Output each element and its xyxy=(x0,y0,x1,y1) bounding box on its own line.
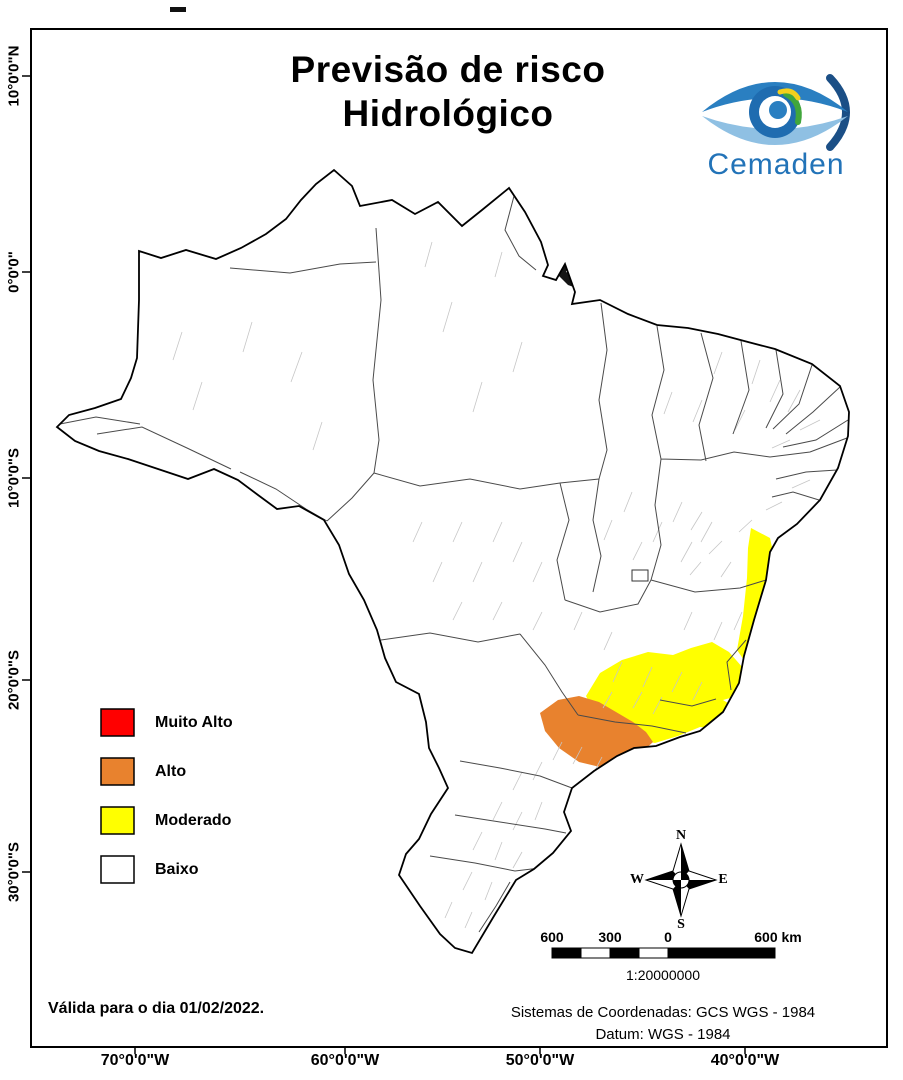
state-boundaries xyxy=(59,195,849,933)
top-edge-tick xyxy=(170,7,186,12)
municipal-boundaries xyxy=(172,241,821,939)
legend-label-moderado: Moderado xyxy=(155,811,232,829)
axis-label-lon-70w: 70°0'0"W xyxy=(100,1052,170,1069)
legend-swatch-muito-alto xyxy=(100,708,135,737)
scale-bar xyxy=(551,947,776,959)
compass-east-label: E xyxy=(718,872,728,887)
scale-label-0: 0 xyxy=(664,929,672,945)
coordinate-system-line2: Datum: WGS - 1984 xyxy=(595,1025,731,1043)
scale-label-600-km: 600 km xyxy=(754,929,802,945)
axis-label-lon-40w: 40°0'0"W xyxy=(710,1052,780,1069)
coordinate-system-note: Sistemas de Coordenadas: GCS WGS - 1984 … xyxy=(440,1002,886,1046)
compass-south-label: S xyxy=(677,917,685,932)
coordinate-system-line1: Sistemas de Coordenadas: GCS WGS - 1984 xyxy=(510,1004,816,1021)
legend-item-moderado: Moderado xyxy=(100,796,233,845)
distrito-federal-outline xyxy=(631,569,649,582)
legend-item-baixo: Baixo xyxy=(100,845,233,894)
cemaden-logo-icon xyxy=(702,74,850,151)
brazil-country-fill xyxy=(57,170,849,953)
axis-label-lon-50w: 50°0'0"W xyxy=(505,1052,575,1069)
brazil-outline xyxy=(55,168,850,955)
legend-swatch-alto xyxy=(100,757,135,786)
risk-region-moderado-coastal xyxy=(737,528,776,666)
axis-ticks xyxy=(22,75,746,1054)
scale-ratio: 1:20000000 xyxy=(626,967,700,983)
axis-label-lat-30s: 30°0'0"S xyxy=(5,841,23,903)
axis-label-lat-0: 0°0'0" xyxy=(5,251,23,293)
risk-region-alto xyxy=(540,696,653,767)
axis-label-lat-10s: 10°0'0"S xyxy=(5,447,23,509)
page-title: Previsão de risco Hidrológico xyxy=(168,48,728,135)
cemaden-logo-text: Cemaden xyxy=(707,148,845,181)
legend-label-alto: Alto xyxy=(155,762,187,780)
legend-swatch-baixo xyxy=(100,855,135,884)
scale-label-600-left: 600 xyxy=(540,929,564,945)
legend-swatch-moderado xyxy=(100,806,135,835)
validity-note: Válida para o dia 01/02/2022. xyxy=(48,1000,265,1017)
compass-west-label: W xyxy=(630,872,644,887)
scale-label-300: 300 xyxy=(598,929,622,945)
legend-label-muito-alto: Muito Alto xyxy=(155,713,233,731)
legend-item-alto: Alto xyxy=(100,747,233,796)
risk-legend: Muito Alto Alto Moderado Baixo xyxy=(100,698,233,894)
axis-label-lat-20s: 20°0'0"S xyxy=(5,649,23,711)
axis-label-lat-10n: 10°0'0"N xyxy=(5,45,23,107)
legend-item-muito-alto: Muito Alto xyxy=(100,698,233,747)
page-title-line2: Hidrológico xyxy=(342,92,554,134)
axis-label-lon-60w: 60°0'0"W xyxy=(310,1052,380,1069)
legend-label-baixo: Baixo xyxy=(155,860,199,878)
map-frame-border xyxy=(30,28,888,1048)
compass-north-label: N xyxy=(675,828,687,843)
page-title-line1: Previsão de risco xyxy=(290,49,606,90)
compass-rose-icon xyxy=(644,842,718,918)
